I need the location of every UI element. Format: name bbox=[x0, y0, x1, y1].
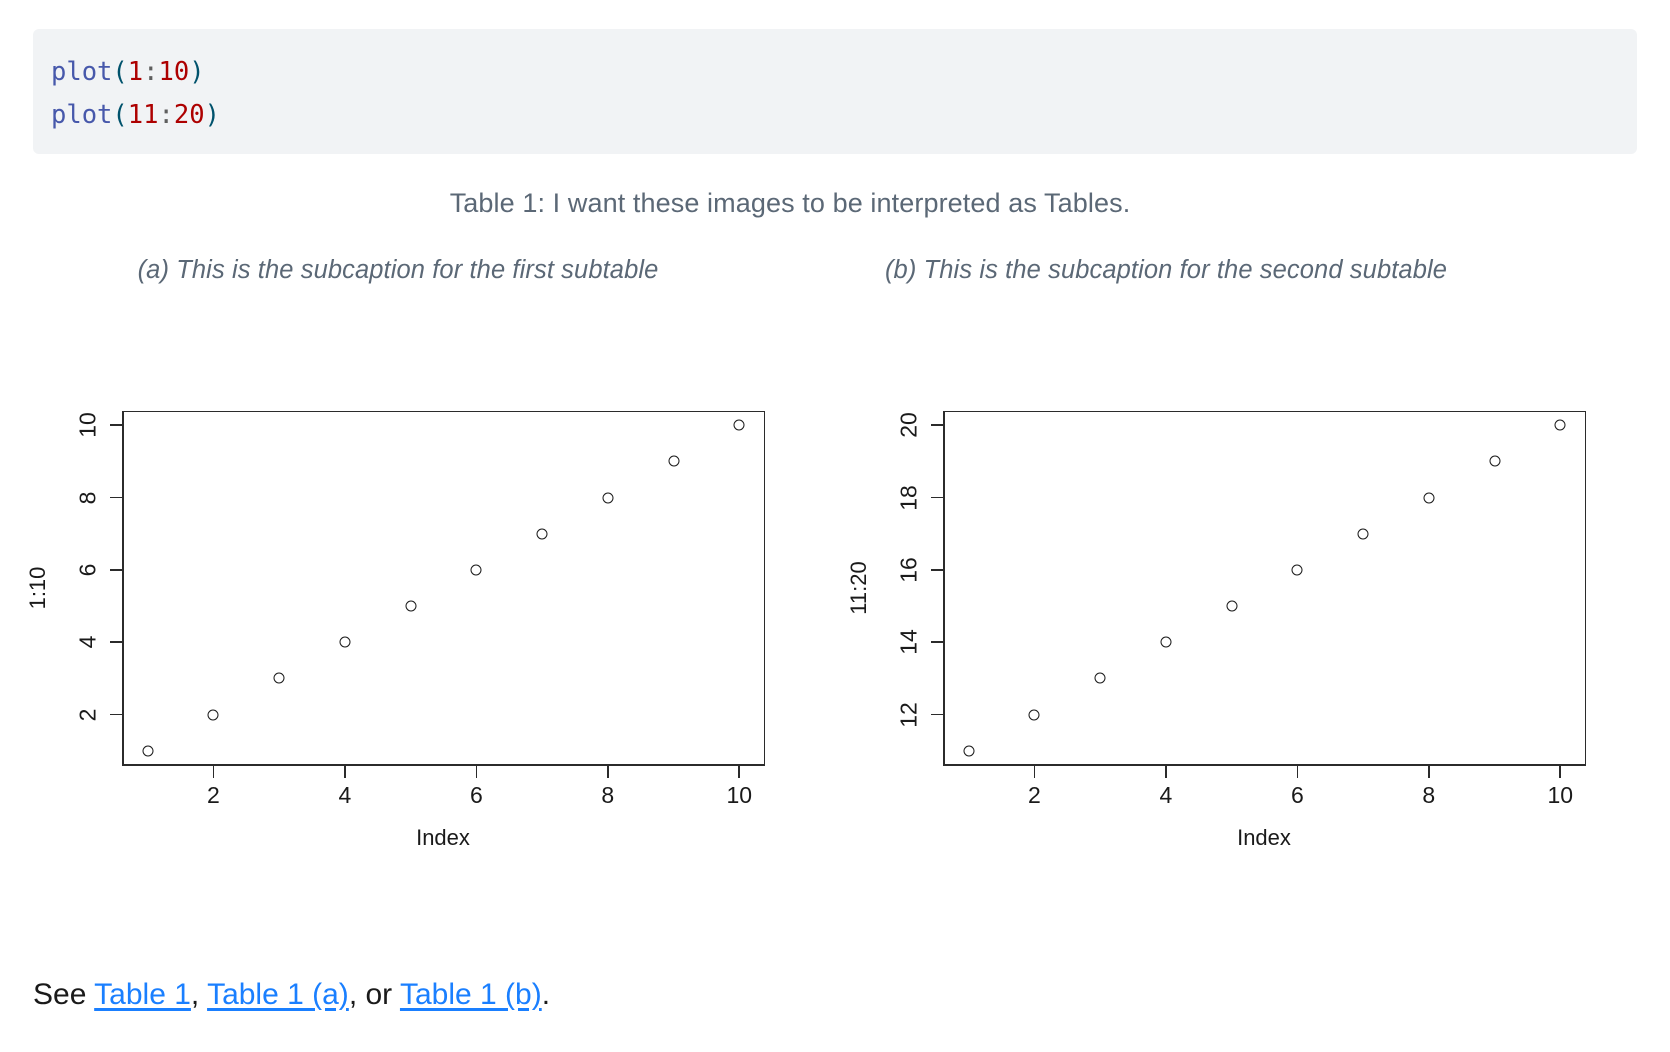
x-tick-label-a: 10 bbox=[726, 782, 753, 808]
y-tick-b bbox=[931, 424, 943, 426]
y-tick-label-a: 8 bbox=[74, 491, 101, 504]
data-point-b bbox=[1291, 564, 1303, 576]
see-prefix: See bbox=[33, 978, 95, 1011]
data-point-a bbox=[536, 528, 548, 540]
x-tick-label-b: 2 bbox=[1028, 782, 1041, 808]
code-token-num: 10 bbox=[158, 57, 190, 87]
code-token-op: : bbox=[143, 57, 159, 87]
data-point-b bbox=[1357, 528, 1369, 540]
y-tick-b bbox=[931, 713, 943, 716]
subcaption-b: (b) This is the subcaption for the secon… bbox=[884, 256, 1448, 284]
y-tick-label-a: 4 bbox=[74, 635, 101, 649]
y-axis-title-a: 1:10 bbox=[25, 566, 50, 610]
x-tick-label-b: 4 bbox=[1159, 782, 1173, 808]
plot-frame-a bbox=[122, 411, 765, 765]
see-separator-2: , or bbox=[348, 978, 400, 1011]
x-tick-label-b: 10 bbox=[1547, 782, 1574, 808]
code-token-paren: ( bbox=[112, 57, 128, 87]
code-token-num: 20 bbox=[173, 100, 205, 130]
subcaption-a: (a) This is the subcaption for the first… bbox=[137, 256, 659, 284]
code-token-num: 11 bbox=[127, 100, 159, 130]
code-token-op: : bbox=[158, 100, 174, 130]
y-tick-label-b: 20 bbox=[895, 412, 922, 438]
x-axis-title-b: Index bbox=[1237, 825, 1291, 850]
code-token-paren: ( bbox=[112, 100, 128, 130]
y-tick-a bbox=[110, 569, 122, 571]
y-tick-label-a: 10 bbox=[74, 412, 101, 438]
code-token-fn: plot bbox=[51, 57, 113, 87]
cross-reference-sentence: See Table 1, Table 1 (a), or Table 1 (b)… bbox=[33, 978, 550, 1012]
x-tick-a bbox=[607, 766, 609, 778]
data-point-a bbox=[405, 600, 417, 612]
data-point-a bbox=[470, 564, 482, 576]
x-tick-label-b: 6 bbox=[1290, 782, 1304, 808]
code-token-fn: plot bbox=[51, 100, 113, 130]
x-tick-b bbox=[1165, 766, 1167, 778]
code-block: plot(1:10) plot(11:20) bbox=[33, 29, 1637, 154]
see-suffix: . bbox=[541, 978, 551, 1011]
x-tick-a bbox=[212, 766, 215, 778]
y-axis-title-b: 11:20 bbox=[846, 561, 871, 615]
see-separator-1: , bbox=[190, 978, 208, 1011]
link-table-1[interactable]: Table 1 bbox=[94, 978, 191, 1011]
data-point-b bbox=[1423, 492, 1435, 504]
x-axis-line-a bbox=[122, 764, 765, 766]
x-tick-label-a: 8 bbox=[601, 782, 615, 808]
y-tick-a bbox=[110, 641, 122, 644]
y-tick-label-a: 2 bbox=[74, 708, 101, 722]
x-tick-label-b: 8 bbox=[1422, 782, 1436, 808]
x-tick-b bbox=[1428, 766, 1430, 778]
y-tick-a bbox=[110, 496, 122, 499]
x-tick-a bbox=[738, 766, 741, 778]
x-tick-label-a: 4 bbox=[338, 782, 352, 808]
scatter-plot-a: 1:10 Index 2 4 6 8 10 2 4 6 8 10 bbox=[10, 370, 800, 870]
x-tick-b bbox=[1033, 766, 1036, 778]
data-point-a bbox=[273, 672, 285, 684]
y-tick-label-a: 6 bbox=[74, 563, 101, 577]
code-token-paren: ) bbox=[189, 57, 205, 87]
code-line-1: plot(1:10) bbox=[51, 51, 1637, 94]
scatter-plot-b: 11:20 Index 12 14 16 18 20 2 4 6 8 10 bbox=[831, 370, 1621, 870]
y-tick-b bbox=[931, 641, 943, 644]
y-axis-line-a bbox=[122, 411, 124, 765]
x-axis-line-b bbox=[943, 764, 1586, 766]
data-point-b bbox=[1094, 672, 1106, 684]
plot-frame-b bbox=[943, 411, 1586, 765]
x-tick-label-a: 6 bbox=[469, 782, 483, 808]
code-token-paren: ) bbox=[204, 100, 220, 130]
x-tick-b bbox=[1559, 766, 1562, 778]
data-point-b bbox=[1489, 455, 1501, 467]
x-axis-title-a: Index bbox=[416, 825, 470, 850]
data-point-a bbox=[668, 455, 680, 467]
code-token-num: 1 bbox=[127, 57, 144, 87]
link-table-1-b[interactable]: Table 1 (b) bbox=[399, 978, 542, 1011]
x-tick-label-a: 2 bbox=[207, 782, 220, 808]
data-point-b bbox=[1226, 600, 1238, 612]
data-point-a bbox=[602, 492, 614, 504]
x-tick-a bbox=[344, 766, 346, 778]
y-tick-label-b: 18 bbox=[895, 484, 922, 511]
data-point-b bbox=[963, 745, 975, 757]
data-point-b bbox=[1160, 636, 1172, 648]
data-point-a bbox=[733, 419, 745, 431]
data-point-b bbox=[1028, 709, 1040, 721]
code-line-2: plot(11:20) bbox=[51, 94, 1637, 137]
data-point-b bbox=[1554, 419, 1566, 431]
x-tick-a bbox=[475, 766, 478, 778]
y-tick-a bbox=[110, 424, 122, 426]
table-caption: Table 1: I want these images to be inter… bbox=[449, 188, 1131, 218]
y-tick-b bbox=[931, 569, 943, 571]
data-point-a bbox=[142, 745, 154, 757]
link-table-1-a[interactable]: Table 1 (a) bbox=[207, 978, 349, 1011]
y-tick-a bbox=[110, 713, 122, 716]
data-point-a bbox=[339, 636, 351, 648]
y-tick-label-b: 14 bbox=[895, 629, 922, 656]
x-tick-b bbox=[1296, 766, 1299, 778]
y-tick-b bbox=[931, 496, 943, 499]
y-tick-label-b: 12 bbox=[895, 701, 922, 728]
y-axis-line-b bbox=[943, 411, 945, 765]
y-tick-label-b: 16 bbox=[895, 557, 922, 583]
data-point-a bbox=[207, 709, 219, 721]
